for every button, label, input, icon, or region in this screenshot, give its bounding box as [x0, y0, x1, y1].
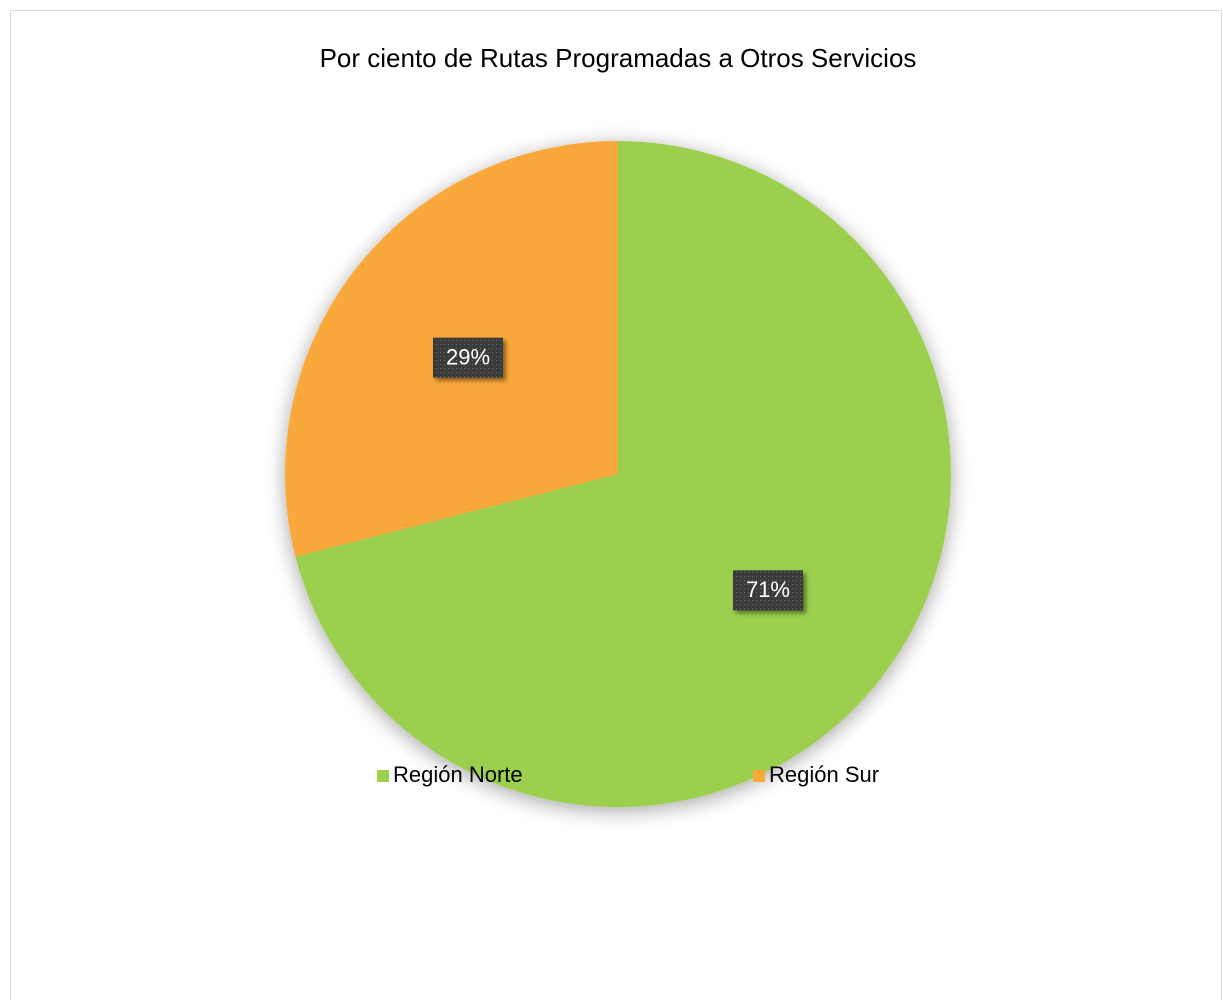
pie — [285, 141, 952, 808]
data-label-box — [433, 337, 504, 378]
pie-slice — [295, 141, 952, 808]
data-label-box — [732, 570, 803, 611]
data-label: 71% — [746, 577, 790, 602]
legend-swatch — [377, 770, 389, 782]
legend-label: Región Sur — [769, 762, 879, 787]
legend-label: Región Norte — [393, 762, 523, 787]
chart-title: Por ciento de Rutas Programadas a Otros … — [320, 43, 917, 73]
legend-swatch — [753, 770, 765, 782]
data-label: 29% — [446, 344, 490, 369]
